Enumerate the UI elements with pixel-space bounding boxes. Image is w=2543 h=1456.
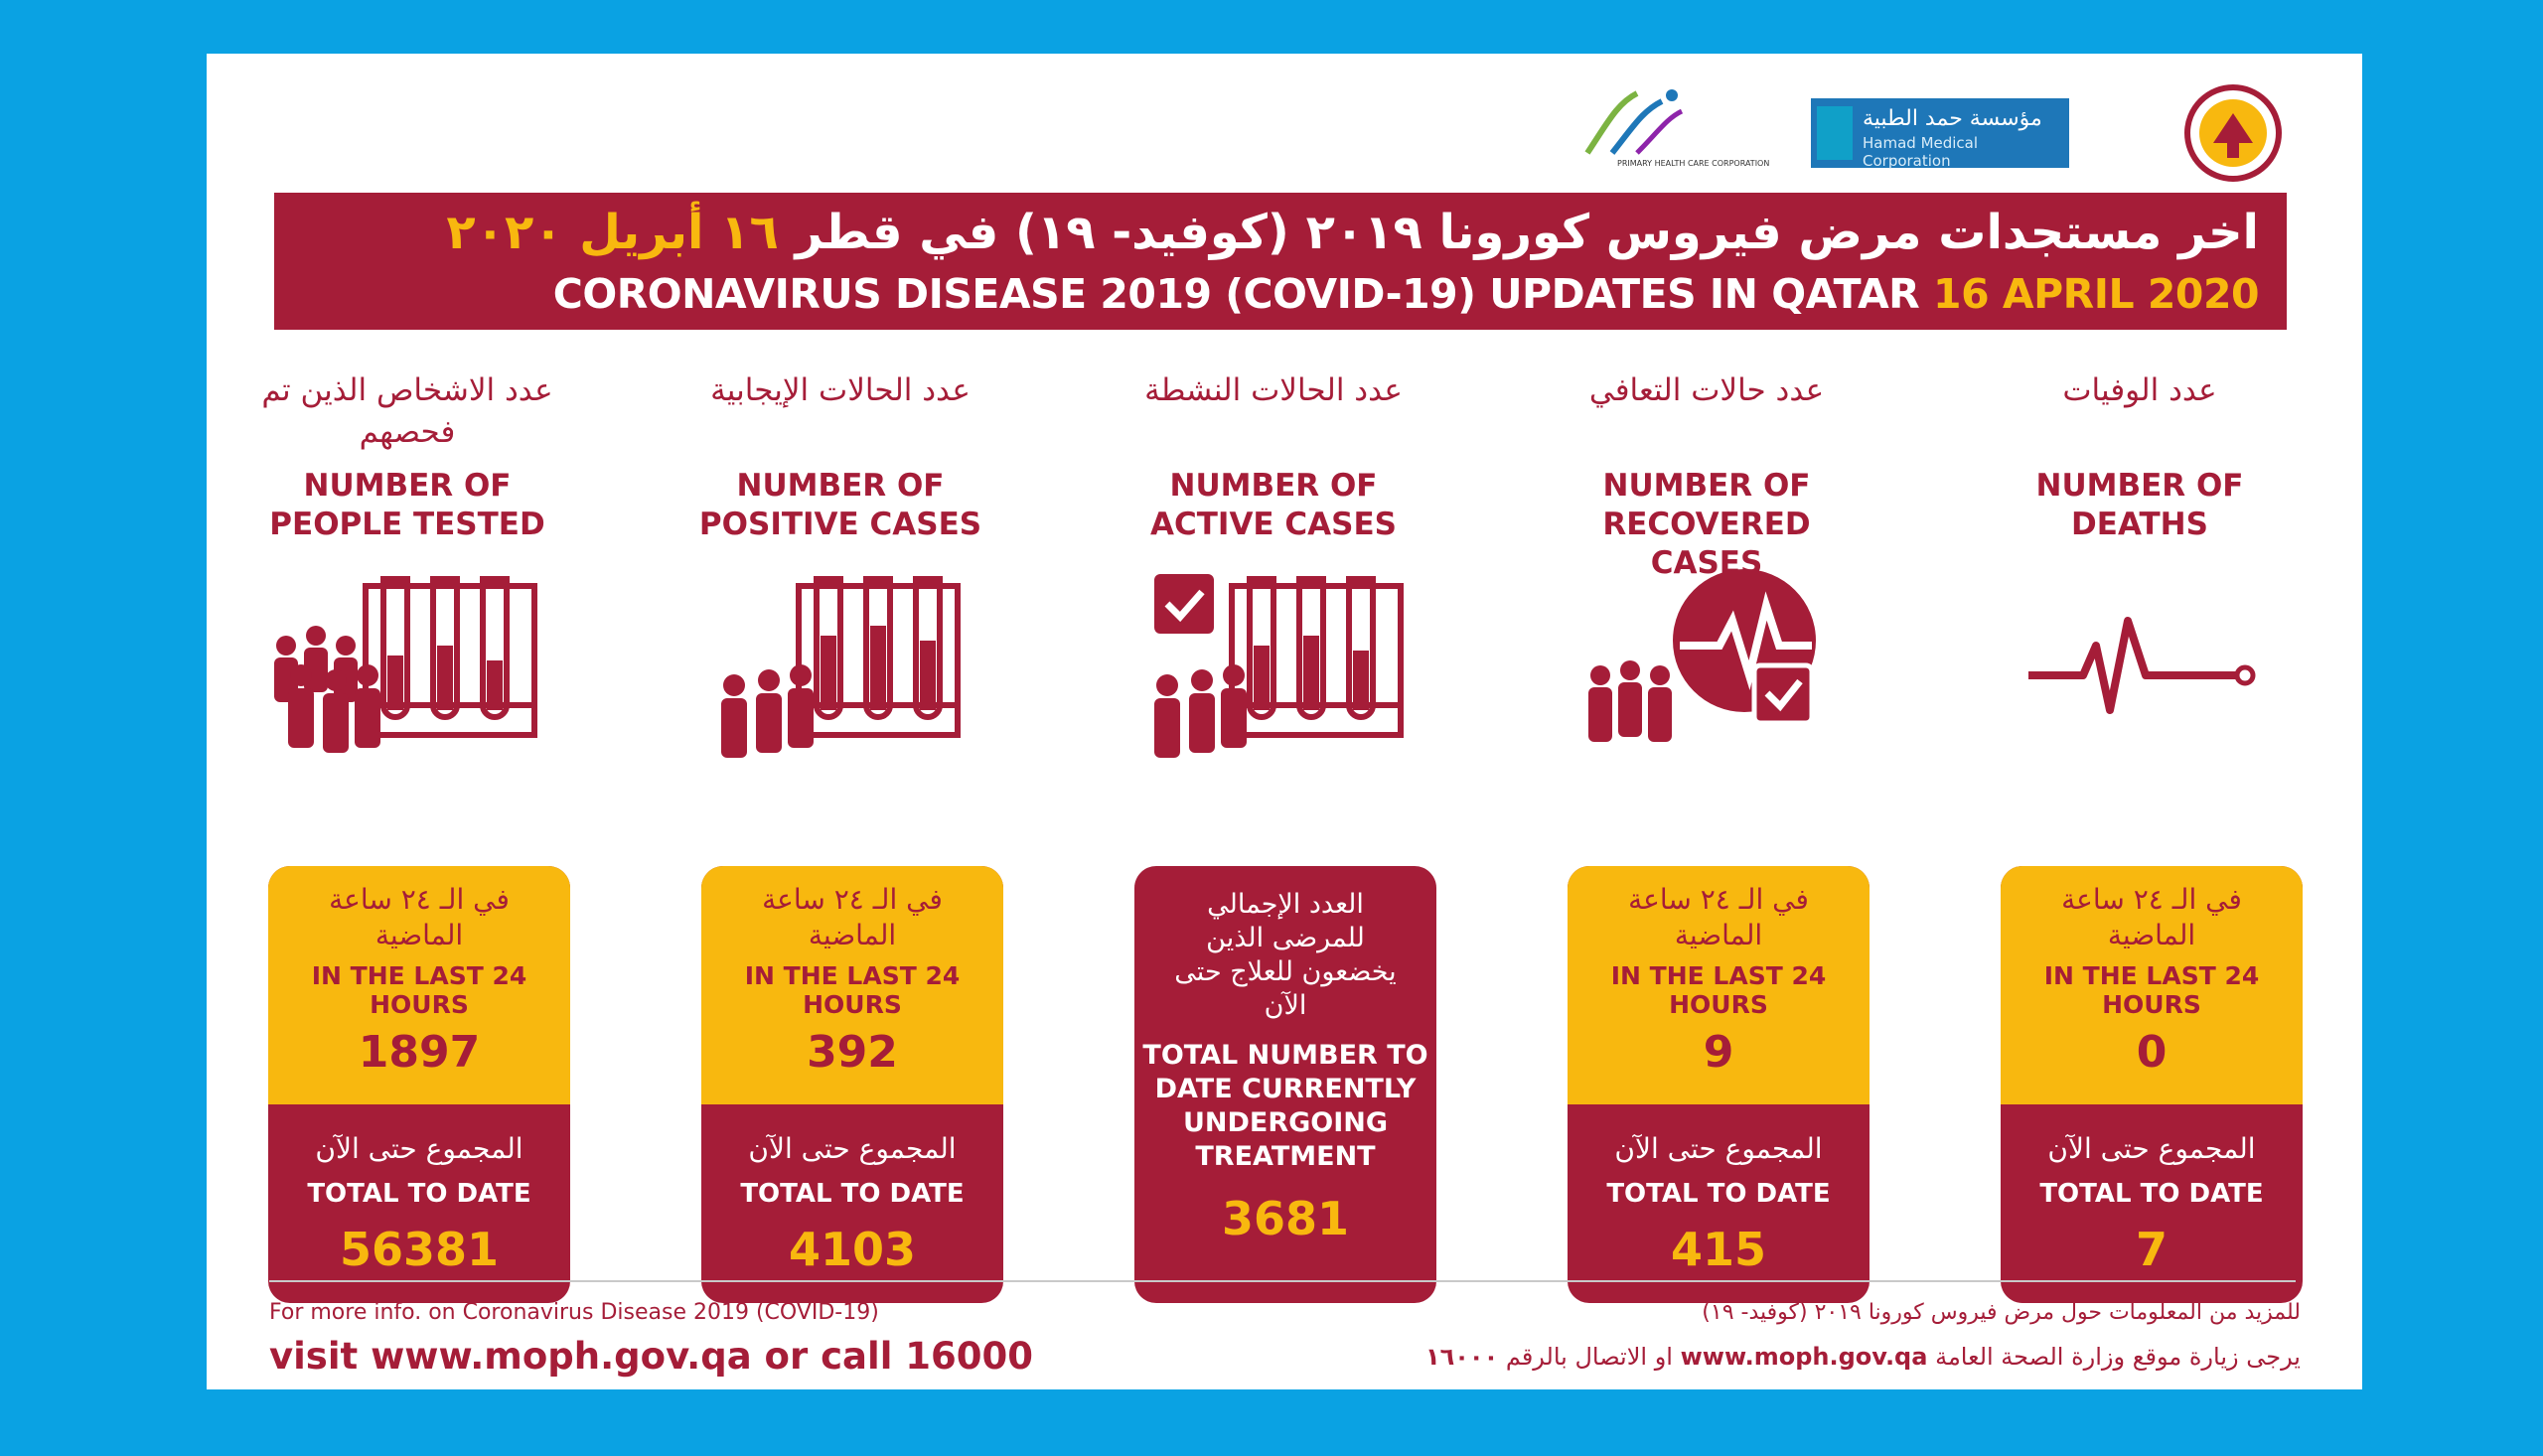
- footer-info-en: For more info. on Coronavirus Disease 20…: [269, 1300, 879, 1325]
- total-label-en: TOTAL TO DATE: [1606, 1179, 1831, 1209]
- footer-visit-en: visit www.moph.gov.qa or call 16000: [269, 1335, 1033, 1378]
- total-value: 7: [2135, 1223, 2168, 1276]
- hmc-name-en: Hamad Medical Corporation: [1863, 134, 1979, 170]
- banner-date-ar: ١٦ أبريل ٢٠٢٠: [446, 205, 779, 260]
- column-title-ar: عدد حالات التعافي: [1588, 372, 1825, 408]
- recovered-heartbeat-icon: [1556, 566, 1858, 804]
- column-title-ar: عدد الاشخاص الذين تم فحصهم: [261, 372, 553, 450]
- stat-box-people-tested: في الـ ٢٤ ساعة الماضية IN THE LAST 24 HO…: [268, 866, 570, 1303]
- total-value: 4103: [788, 1223, 917, 1276]
- banner-title-ar-text: اخر مستجدات مرض فيروس كورونا ٢٠١٩ (كوفيد…: [795, 205, 2259, 260]
- last24-label-en: IN THE LAST 24 HOURS: [744, 961, 961, 1019]
- title-banner: اخر مستجدات مرض فيروس كورونا ٢٠١٩ (كوفيد…: [274, 193, 2287, 330]
- total-label-ar: المجموع حتى الآن: [315, 1132, 524, 1165]
- footer-visit-ar-prefix: يرجى زيارة موقع وزارة الصحة العامة: [1935, 1343, 2301, 1371]
- hmc-logo: مؤسسة حمد الطبية Hamad Medical Corporati…: [1811, 98, 2069, 170]
- total-label-ar: العدد الإجمالي للمرضى الذين يخضعون للعلا…: [1174, 889, 1397, 1021]
- total-label-ar: المجموع حتى الآن: [1614, 1132, 1823, 1165]
- column-title-en: NUMBER OF PEOPLE TESTED: [269, 468, 545, 542]
- last24-label-ar: في الـ ٢٤ ساعة الماضية: [2061, 883, 2242, 951]
- stat-box-recovered-cases: في الـ ٢٤ ساعة الماضية IN THE LAST 24 HO…: [1568, 866, 1870, 1303]
- column-title-en: NUMBER OF RECOVERED CASES: [1602, 468, 1811, 581]
- column-deaths: عدد الوفيات NUMBER OF DEATHS: [1989, 369, 2291, 804]
- total-label-ar: المجموع حتى الآن: [2047, 1132, 2256, 1165]
- footer-visit-ar: يرجى زيارة موقع وزارة الصحة العامة www.m…: [1425, 1343, 2301, 1371]
- hmc-emblem-icon: [1817, 106, 1853, 160]
- last24-value: 392: [807, 1027, 898, 1078]
- hmc-name-ar: مؤسسة حمد الطبية: [1863, 106, 2042, 131]
- total-label-en: TOTAL TO DATE: [307, 1179, 531, 1209]
- total-value: 3681: [1221, 1192, 1350, 1245]
- total-label-ar: المجموع حتى الآن: [748, 1132, 957, 1165]
- total-value: 56381: [339, 1223, 500, 1276]
- phcc-logo: PRIMARY HEALTH CARE CORPORATION: [1577, 83, 1786, 183]
- total-label-en: TOTAL TO DATE: [2039, 1179, 2264, 1209]
- infographic-card: PRIMARY HEALTH CARE CORPORATION مؤسسة حم…: [207, 54, 2362, 1389]
- footer-phone-number: ١٦٠٠٠: [1424, 1343, 1499, 1371]
- last24-value: 9: [1703, 1027, 1734, 1078]
- stat-box-active-cases: العدد الإجمالي للمرضى الذين يخضعون للعلا…: [1134, 866, 1436, 1303]
- moph-emblem-icon: [2183, 83, 2283, 183]
- people-test-tubes-icon: [256, 566, 558, 804]
- last24-label-ar: في الـ ٢٤ ساعة الماضية: [1628, 883, 1809, 951]
- last24-value: 0: [2136, 1027, 2168, 1078]
- footer-visit-ar-mid: او الاتصال بالرقم: [1505, 1343, 1673, 1371]
- last24-label-ar: في الـ ٢٤ ساعة الماضية: [329, 883, 510, 951]
- last24-value: 1897: [358, 1027, 481, 1078]
- positive-test-tubes-icon: [689, 566, 991, 804]
- last24-label-en: IN THE LAST 24 HOURS: [2043, 961, 2260, 1019]
- stat-box-positive-cases: في الـ ٢٤ ساعة الماضية IN THE LAST 24 HO…: [701, 866, 1003, 1303]
- phcc-caption: PRIMARY HEALTH CARE CORPORATION: [1617, 159, 1770, 168]
- stat-box-deaths: في الـ ٢٤ ساعة الماضية IN THE LAST 24 HO…: [2001, 866, 2303, 1303]
- banner-title-en-text: CORONAVIRUS DISEASE 2019 (COVID-19) UPDA…: [552, 270, 1920, 318]
- banner-title-ar: اخر مستجدات مرض فيروس كورونا ٢٠١٩ (كوفيد…: [446, 205, 2259, 260]
- column-people-tested: عدد الاشخاص الذين تم فحصهم NUMBER OF PEO…: [256, 369, 558, 804]
- column-positive-cases: عدد الحالات الإيجابية NUMBER OF POSITIVE…: [689, 369, 991, 804]
- last24-label-en: IN THE LAST 24 HOURS: [1610, 961, 1827, 1019]
- column-title-en: NUMBER OF POSITIVE CASES: [698, 468, 982, 542]
- column-title-en: NUMBER OF DEATHS: [2035, 468, 2244, 542]
- total-label-en: TOTAL NUMBER TO DATE CURRENTLY UNDERGOIN…: [1142, 1040, 1428, 1172]
- column-title-en: NUMBER OF ACTIVE CASES: [1150, 468, 1397, 542]
- banner-date-en: 16 APRIL 2020: [1933, 270, 2259, 318]
- footer-info-ar: للمزيد من المعلومات حول مرض فيروس كورونا…: [1702, 1300, 2301, 1325]
- footer-website-link[interactable]: www.moph.gov.qa: [1680, 1343, 1928, 1371]
- column-active-cases: عدد الحالات النشطة NUMBER OF ACTIVE CASE…: [1122, 369, 1424, 804]
- total-value: 415: [1670, 1223, 1767, 1276]
- last24-label-ar: في الـ ٢٤ ساعة الماضية: [762, 883, 943, 951]
- last24-label-en: IN THE LAST 24 HOURS: [311, 961, 527, 1019]
- column-title-ar: عدد الحالات النشطة: [1144, 372, 1403, 408]
- flatline-pulse-icon: [1989, 566, 2291, 804]
- total-label-en: TOTAL TO DATE: [740, 1179, 965, 1209]
- banner-title-en: CORONAVIRUS DISEASE 2019 (COVID-19) UPDA…: [552, 270, 2260, 318]
- column-title-ar: عدد الحالات الإيجابية: [710, 372, 971, 408]
- footer-divider: [269, 1280, 2296, 1282]
- column-title-ar: عدد الوفيات: [2062, 372, 2217, 408]
- column-recovered-cases: عدد حالات التعافي NUMBER OF RECOVERED CA…: [1556, 369, 1858, 804]
- active-cases-check-icon: [1122, 566, 1424, 804]
